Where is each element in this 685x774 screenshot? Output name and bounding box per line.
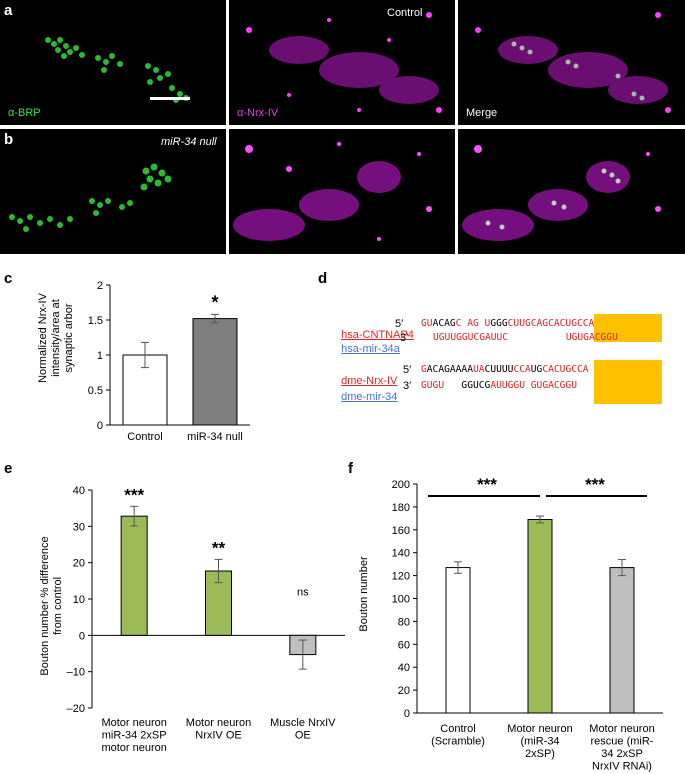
chart-c-category-label: Control (127, 431, 162, 443)
chart-e-ylabel-2: from control (52, 577, 64, 635)
chart-f-ytick-label: 40 (398, 662, 410, 674)
chart-e-ytick-label: 20 (73, 558, 85, 570)
chart-c-ytick-label: 0.5 (88, 385, 103, 397)
chart-f-ytick-label: 200 (392, 479, 410, 491)
chart-f-significance: *** (585, 475, 605, 494)
micrograph-a-nrx: α-Nrx-IV (229, 0, 455, 125)
dme-mir-label: dme-mir-34 (341, 391, 398, 403)
label-nrx-a: α-Nrx-IV (237, 107, 279, 119)
seed-highlight (594, 314, 662, 342)
chart-c-ylabel-3: synaptic arbor (63, 303, 75, 372)
chart-c-significance: * (211, 292, 218, 312)
chart-e-ytick-label: 40 (73, 485, 85, 497)
chart-f-category-label: NrxIV RNAi) (592, 761, 652, 773)
hsa-mir-row: hsa-mir-34a (318, 332, 400, 366)
chart-f-bar (527, 518, 553, 714)
chart-e-category-label: motor neuron (101, 742, 166, 754)
chart-c-ytick-label: 1 (97, 350, 103, 362)
chart-e-significance: ns (297, 586, 309, 598)
label-brp-a: α-BRP (8, 107, 41, 119)
dme-mir-3prime: 3′ (403, 380, 412, 392)
chart-c-ylabel-2: intensity/area at (50, 299, 62, 377)
dme-target-label: dme-Nrx-IV (341, 375, 398, 387)
chart-e-category-label: Muscle NrxIV (270, 717, 336, 729)
dme-target-row: dme-Nrx-IV (318, 364, 397, 398)
chart-e-category-label: Motor neuron (186, 717, 251, 729)
chart-e-category-label: OE (295, 730, 311, 742)
chart-e-ylabel-1: Bouton number % difference (39, 536, 51, 675)
chart-f-category-label: Control (440, 723, 475, 735)
chart-f-ytick-label: 120 (392, 571, 410, 583)
panel-label-b: b (4, 131, 14, 148)
chart-e-category-label: miR-34 2xSP (102, 730, 167, 742)
chart-f-ytick-label: 60 (398, 639, 410, 651)
chart-f-ytick-label: 0 (404, 708, 410, 720)
chart-f-ytick-label: 80 (398, 616, 410, 628)
chart-f-ylabel: Bouton number (358, 556, 370, 632)
hsa-target-row: hsa-CNTNAP4 (318, 318, 414, 352)
sequence-alignment: hsa-CNTNAP4 hsa-mir-34a dme-Nrx-IV dme-m… (318, 300, 685, 410)
chart-f-category-label: 2xSP) (525, 748, 555, 760)
chart-c-ytick-label: 0 (97, 420, 103, 432)
chart-c-bar (192, 318, 238, 426)
chart-e-ytick-label: –20 (67, 703, 85, 715)
chart-c: Normalized Nrx-IV intensity/area at syna… (37, 280, 250, 443)
hsa-target-5prime: 5′ (395, 318, 404, 330)
chart-e-ytick-label: 10 (73, 594, 85, 606)
chart-f-category-label: 34 2xSP (601, 748, 643, 760)
chart-c-ylabel-1: Normalized Nrx-IV (37, 292, 49, 383)
dme-target-sequence: GACAGAAAAUACUUUUCCAUGCACUGCCA (421, 364, 589, 375)
chart-e: Bouton number % difference from control … (39, 485, 345, 754)
seed-highlight-2 (594, 360, 662, 404)
chart-f-ytick-label: 180 (392, 502, 410, 514)
chart-f-category-label: (Scramble) (431, 736, 485, 748)
panel-label-f: f (348, 460, 353, 477)
chart-e-ytick-label: 30 (73, 521, 85, 533)
label-control: Control (387, 7, 423, 19)
micrograph-b-brp (0, 129, 226, 254)
chart-f-category-label: Motor neuron (589, 723, 654, 735)
dme-target-5prime: 5′ (403, 364, 412, 376)
chart-e-category-label: NrxIV OE (195, 730, 241, 742)
chart-e-bar (120, 515, 148, 636)
chart-f: Bouton number 0 20 40 60 80 100 120 140 160 180 20… (358, 475, 663, 773)
chart-c-ytick-label: 2 (97, 280, 103, 292)
chart-e-significance: ** (212, 538, 226, 557)
panel-label-d: d (318, 270, 328, 287)
hsa-target-label: hsa-CNTNAP4 (341, 329, 414, 341)
micrograph-a-brp: α-BRP (0, 0, 226, 125)
chart-f-category-label: Motor neuron (507, 723, 572, 735)
chart-f-bar (609, 567, 635, 714)
chart-e-ytick-label: –10 (67, 667, 85, 679)
label-merge-a: Merge (466, 107, 498, 119)
panel-label-c: c (4, 270, 13, 287)
micrograph-a-merge: Merge (458, 0, 685, 125)
panel-label-a: a (4, 2, 13, 19)
chart-f-ytick-label: 100 (392, 594, 410, 606)
hsa-mir-sequence: UGUUGGUCGAUUC UGUGACGGU (433, 332, 618, 343)
chart-e-significance: *** (124, 485, 144, 504)
chart-c-ytick-label: 1.5 (88, 315, 103, 327)
micrograph-b-nrx (229, 129, 455, 254)
panel-label-e: e (4, 460, 13, 477)
dme-mir-row: dme-mir-34 (318, 380, 397, 414)
chart-c-category-label: miR-34 null (187, 431, 243, 443)
chart-e-category-label: Motor neuron (101, 717, 166, 729)
micrograph-b-merge (458, 129, 685, 254)
dme-mir-sequence: GUGU GGUCGAUUGGU GUGACGGU (421, 380, 577, 391)
chart-f-bar (445, 567, 471, 714)
chart-e-ytick-label: 0 (79, 630, 85, 642)
label-mir34-null: miR-34 null (161, 136, 217, 148)
chart-f-ytick-label: 20 (398, 685, 410, 697)
hsa-mir-label: hsa-mir-34a (341, 343, 400, 355)
hsa-mir-3prime: 3′ (400, 332, 409, 344)
chart-f-ytick-label: 160 (392, 525, 410, 537)
chart-f-category-label: (miR-34 (520, 736, 559, 748)
chart-f-ytick-label: 140 (392, 548, 410, 560)
chart-f-significance: *** (477, 475, 497, 494)
hsa-target-sequence: GUACAGC AG UGGGCUUGCAGCACUGCCA (421, 318, 595, 329)
chart-f-category-label: rescue (miR- (591, 736, 654, 748)
